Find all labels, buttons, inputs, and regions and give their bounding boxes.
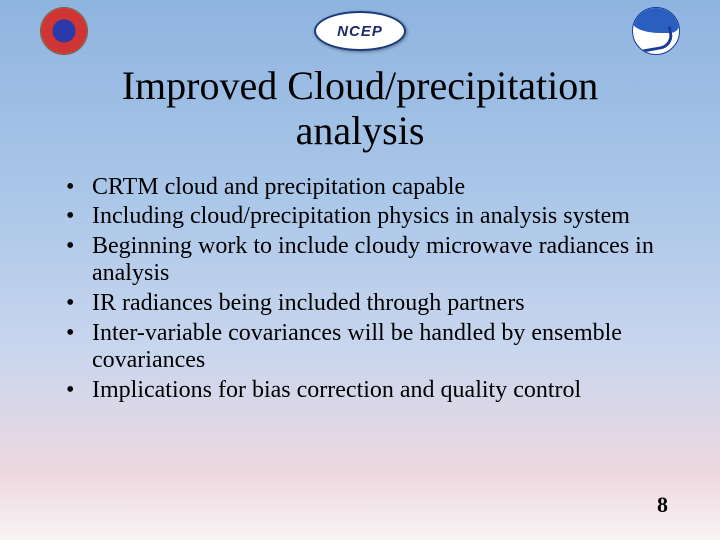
bullet-item: CRTM cloud and precipitation capable (66, 174, 670, 202)
ncep-logo-icon: NCEP (314, 11, 406, 51)
page-number: 8 (657, 492, 668, 518)
title-line-1: Improved Cloud/precipitation (122, 63, 599, 108)
bullet-item: Including cloud/precipitation physics in… (66, 203, 670, 231)
bullet-item: Implications for bias correction and qua… (66, 377, 670, 405)
header-logo-row: NCEP (0, 0, 720, 56)
slide-title: Improved Cloud/precipitation analysis (0, 64, 720, 154)
bullet-list: CRTM cloud and precipitation capable Inc… (66, 174, 670, 405)
bullet-item: Beginning work to include cloudy microwa… (66, 233, 670, 288)
title-line-2: analysis (296, 108, 425, 153)
nws-logo-icon (40, 7, 88, 55)
bullet-item: Inter-variable covariances will be handl… (66, 320, 670, 375)
noaa-logo-icon (632, 7, 680, 55)
bullet-item: IR radiances being included through part… (66, 290, 670, 318)
